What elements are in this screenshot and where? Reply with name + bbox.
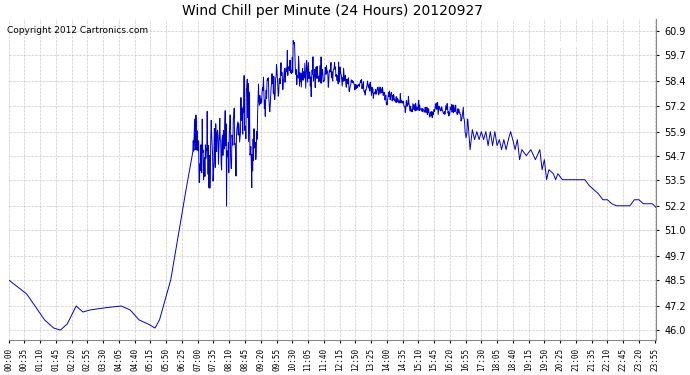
Text: Copyright 2012 Cartronics.com: Copyright 2012 Cartronics.com xyxy=(7,26,148,35)
Title: Wind Chill per Minute (24 Hours) 20120927: Wind Chill per Minute (24 Hours) 2012092… xyxy=(182,4,483,18)
